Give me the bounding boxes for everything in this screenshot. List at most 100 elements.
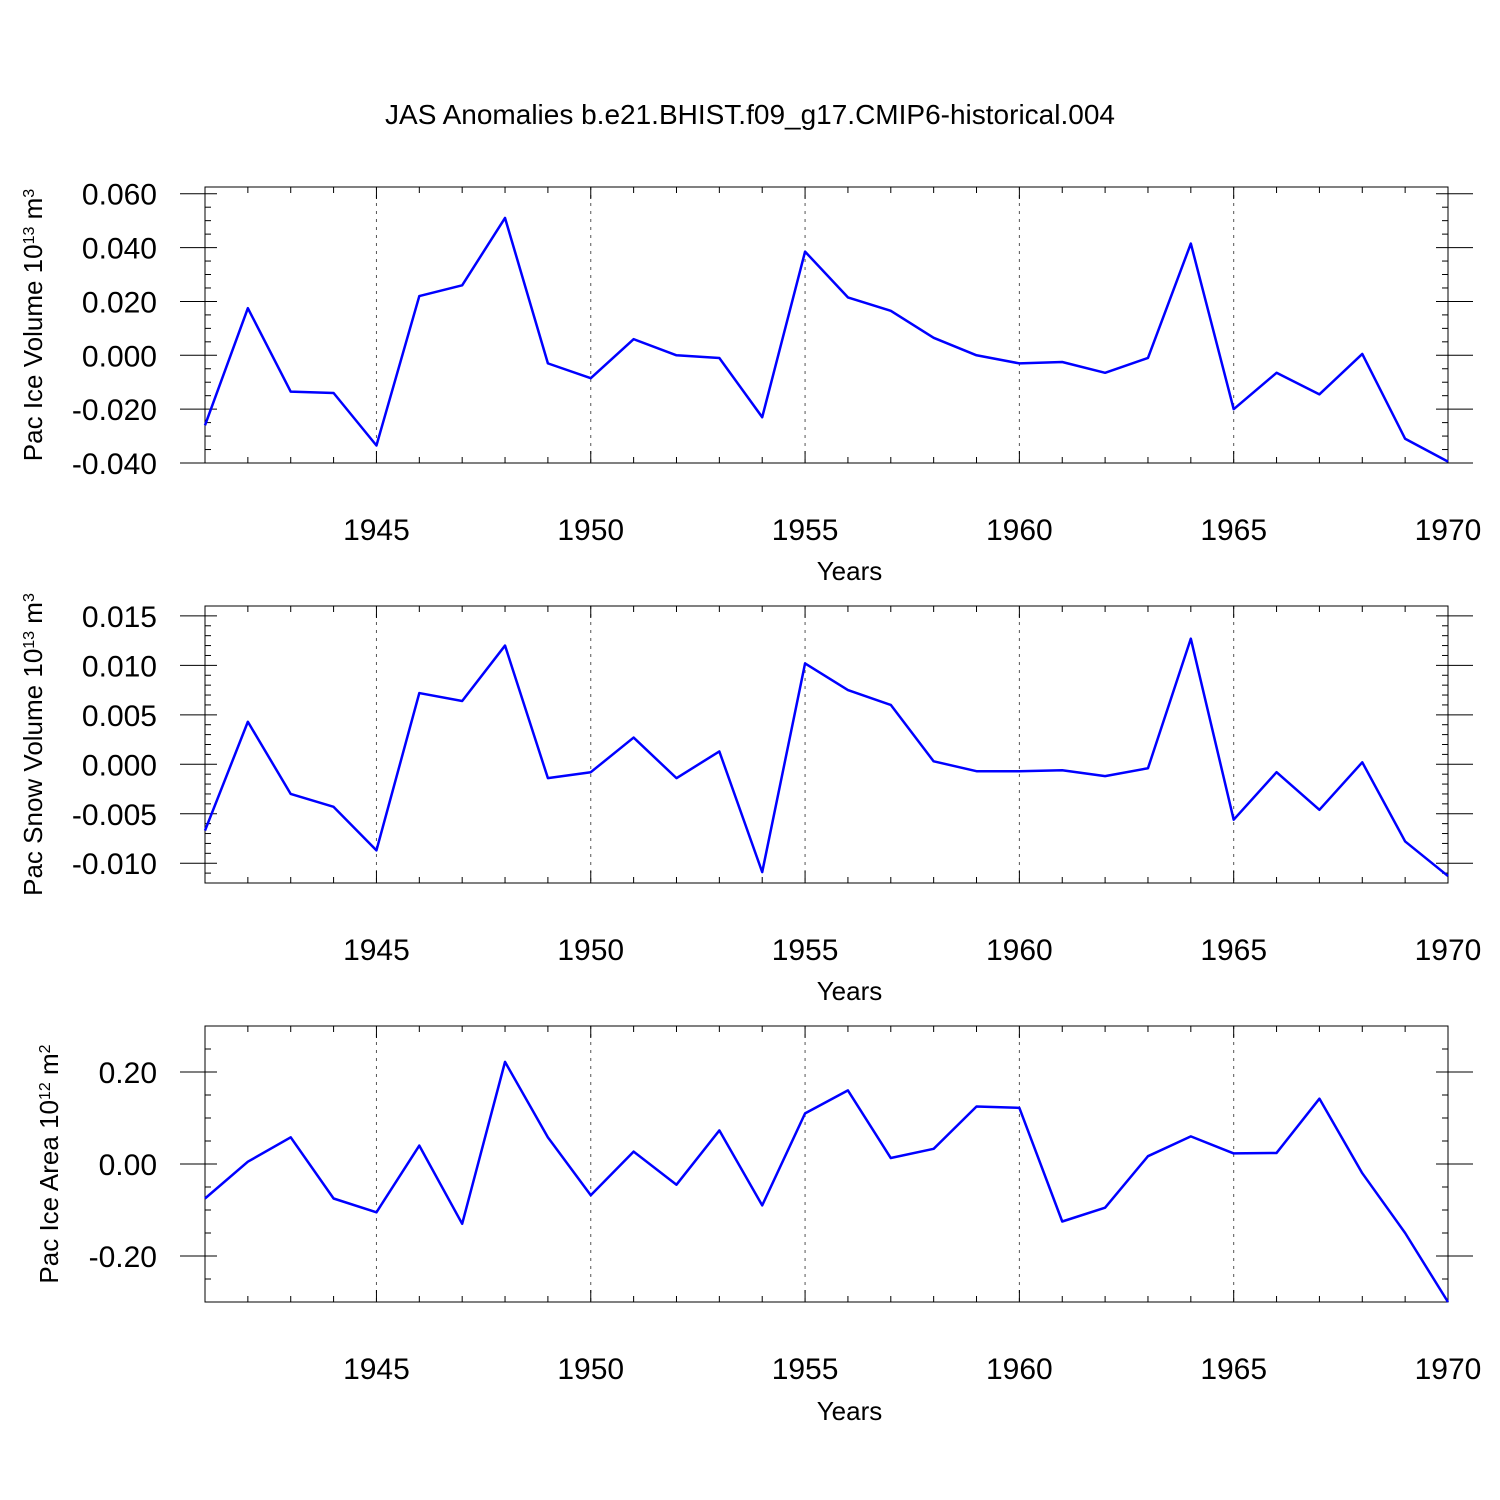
y-tick-label: -0.20 [89,1241,157,1274]
series-line [203,216,1449,463]
x-tick-label: 1960 [986,514,1053,547]
x-tick-label: 1970 [1415,514,1482,547]
data-point [1146,356,1150,360]
data-point [332,1197,336,1201]
data-point [803,661,807,665]
panel-1: -0.040 -0.020 0.000 0.020 0.040 0.060 1945 1950… [18,179,1481,586]
data-point [503,644,507,648]
x-tick-label: 1970 [1415,934,1482,967]
data-point [1146,766,1150,770]
data-point [1060,1220,1064,1224]
y-tick-label: -0.040 [72,448,157,481]
y-tick-label: 0.005 [82,700,157,733]
data-point [289,1135,293,1139]
data-point [1189,242,1193,246]
data-point [374,443,378,447]
data-point [1146,1154,1150,1158]
y-tick-label: -0.020 [72,394,157,427]
data-point [632,337,636,341]
data-point [1317,808,1321,812]
x-tick-label: 1945 [343,934,410,967]
x-axis-title: Years [817,1396,883,1426]
data-point [589,770,593,774]
x-tick-label: 1965 [1200,1353,1267,1386]
data-point [546,1135,550,1139]
x-tick-label: 1950 [557,514,624,547]
data-point [1446,460,1450,464]
data-point [460,699,464,703]
data-point [1017,1106,1021,1110]
data-point [760,415,764,419]
plot-frame [204,1025,1449,1303]
data-point [203,1197,207,1201]
data-point [803,1111,807,1115]
data-point [546,776,550,780]
data-point [1275,1151,1279,1155]
y-tick-label: 0.20 [99,1057,157,1090]
data-point [332,391,336,395]
data-point [289,390,293,394]
y-tick-label: 0.060 [82,179,157,212]
data-point [803,250,807,254]
data-point [1060,768,1064,772]
data-point [1403,839,1407,843]
data-point [1317,392,1321,396]
data-point [1360,1171,1364,1175]
data-point [1017,361,1021,365]
y-tick-label: 0.020 [82,286,157,319]
data-point [289,792,293,796]
data-point [1403,1231,1407,1235]
x-tick-label: 1960 [986,934,1053,967]
data-point [1189,1134,1193,1138]
data-point [503,216,507,220]
x-tick-label: 1955 [772,1353,839,1386]
data-point [460,1222,464,1226]
data-point [246,1160,250,1164]
data-point [889,1156,893,1160]
data-point [374,848,378,852]
chart-panels: -0.040 -0.020 0.000 0.020 0.040 0.060 1945 1950… [18,179,1481,1426]
data-point [674,776,678,780]
y-tick-label: -0.010 [72,848,157,881]
data-point [717,356,721,360]
x-tick-label: 1970 [1415,1353,1482,1386]
data-point [674,353,678,357]
data-point [1189,637,1193,641]
data-point [1103,774,1107,778]
x-axis-title: Years [817,976,883,1006]
data-point [846,1088,850,1092]
data-point [503,1060,507,1064]
plot-frame [204,605,1449,884]
y-tick-label: 0.000 [82,340,157,373]
data-point [589,376,593,380]
y-axis-title: Pac Snow Volume 1013 m3 [18,593,48,896]
data-point [246,720,250,724]
x-tick-label: 1950 [557,934,624,967]
data-point [332,805,336,809]
y-tick-label: -0.005 [72,799,157,832]
data-point [417,691,421,695]
data-point [417,294,421,298]
x-tick-label: 1950 [557,1353,624,1386]
series-line [203,637,1449,878]
y-tick-label: 0.010 [82,650,157,683]
data-point [846,295,850,299]
data-point [932,336,936,340]
data-point [932,759,936,763]
data-point [632,1150,636,1154]
y-tick-label: 0.040 [82,233,157,266]
data-point [975,353,979,357]
data-point [1317,1097,1321,1101]
data-point [374,1210,378,1214]
data-point [1017,769,1021,773]
x-tick-label: 1965 [1200,934,1267,967]
data-point [1103,371,1107,375]
chart-title: JAS Anomalies b.e21.BHIST.f09_g17.CMIP6-… [385,99,1115,130]
data-point [717,1128,721,1132]
data-point [1275,770,1279,774]
data-point [717,749,721,753]
x-axis-title: Years [817,556,883,586]
data-point [203,423,207,427]
data-point [1275,371,1279,375]
